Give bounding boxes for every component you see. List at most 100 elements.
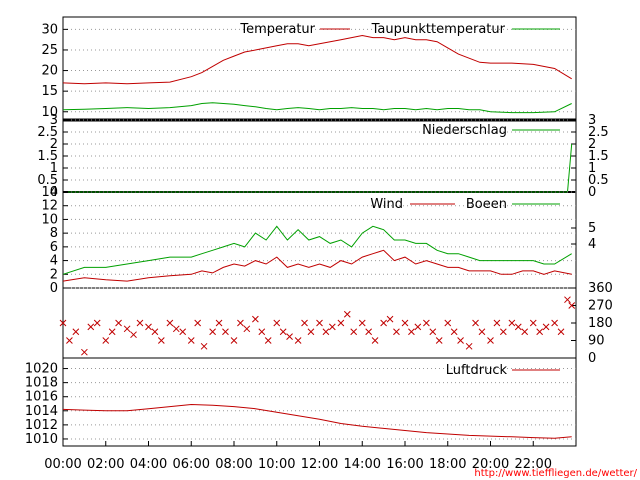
series-line-luftdruck [62, 403, 572, 439]
wind-direction-point [123, 325, 131, 333]
x-tick-label: 16:00 [386, 457, 423, 472]
y-tick-label: 1012 [25, 418, 58, 433]
wind-direction-point [59, 319, 67, 327]
wind-direction-point [499, 328, 507, 336]
x-tick-label: 10:00 [258, 457, 295, 472]
wind-direction-point [166, 319, 174, 327]
y-tick-label: 30 [41, 22, 58, 37]
y-tick-label: 1016 [25, 390, 58, 405]
wind-direction-point [273, 319, 281, 327]
wind-direction-point [435, 337, 443, 344]
series-line-taupunkttemperatur [62, 102, 572, 114]
y-tick-label: 1.5 [37, 149, 58, 164]
right-tick-label: 2.5 [588, 125, 609, 140]
wind-direction-point [130, 331, 137, 339]
wind-direction-point [151, 328, 159, 336]
wind-direction-point [187, 337, 195, 344]
wind-direction-point [209, 328, 216, 336]
right-tick-label: 1.5 [588, 149, 609, 164]
wind-direction-point [450, 328, 458, 336]
y-tick-label: 10 [41, 105, 58, 120]
y-tick-label: 20 [41, 64, 58, 79]
wind-direction-point [264, 337, 272, 344]
wind-direction-point [294, 337, 302, 344]
wind-direction-point [408, 328, 415, 336]
wind-direction-point [93, 319, 101, 327]
wind-direction-point [386, 315, 394, 323]
y-tick-label: 0 [50, 281, 58, 296]
wind-direction-point [401, 319, 409, 327]
wind-direction-point [307, 328, 315, 336]
x-tick-label: 20:00 [472, 457, 509, 472]
legend-label: Niederschlag [422, 123, 507, 138]
y-tick-label: 1014 [25, 404, 58, 419]
x-tick-label: 18:00 [429, 457, 466, 472]
wind-direction-point [316, 319, 323, 327]
wind-direction-point [365, 328, 373, 336]
series-line-boeen [62, 225, 572, 275]
wind-direction-point [230, 337, 238, 344]
y-tick-label: 1018 [25, 376, 58, 391]
wind-direction-point [102, 337, 110, 344]
wind-direction-point [457, 337, 464, 344]
series-line-temperatur [62, 34, 572, 85]
x-tick-label: 08:00 [215, 457, 252, 472]
y-tick-label: 1010 [25, 432, 58, 447]
wind-direction-point [200, 342, 208, 350]
right-tick-label: 4 [588, 237, 596, 252]
wind-direction-point [87, 323, 95, 331]
wind-direction-point [508, 319, 516, 327]
y-tick-label: 15 [41, 84, 58, 99]
wind-direction-point [215, 319, 223, 327]
y-tick-label: 2 [50, 267, 58, 282]
wind-direction-point [350, 328, 358, 336]
x-tick-label: 00:00 [44, 457, 81, 472]
wind-direction-point [371, 337, 379, 344]
y-tick-label: 2 [50, 137, 58, 152]
wind-direction-point [521, 328, 529, 336]
wind-direction-point [222, 328, 229, 336]
wind-direction-point [179, 328, 187, 336]
wind-direction-point [568, 302, 576, 309]
wind-direction-point [279, 328, 287, 336]
wind-direction-point [380, 319, 387, 327]
wind-direction-point [393, 328, 400, 336]
x-tick-label: 06:00 [173, 457, 210, 472]
wind-direction-point [551, 319, 558, 327]
wind-direction-point [423, 319, 430, 327]
x-tick-label: 12:00 [301, 457, 338, 472]
wind-direction-point [465, 342, 473, 350]
wind-direction-point [337, 319, 345, 327]
wind-direction-point [472, 319, 479, 327]
wind-direction-point [258, 328, 266, 336]
wind-direction-point [444, 319, 452, 327]
wind-direction-point [514, 323, 522, 331]
y-tick-label: 25 [41, 43, 58, 58]
wind-direction-point [66, 337, 73, 344]
wind-direction-point [343, 310, 351, 318]
series-line-wind [62, 249, 572, 282]
wind-direction-point [564, 296, 571, 304]
wind-direction-point [286, 333, 293, 340]
y-tick-label: 8 [50, 226, 58, 241]
wind-direction-point [243, 325, 251, 333]
wind-direction-point [172, 325, 180, 333]
right-tick-label: 3 [588, 113, 596, 128]
wind-direction-point [145, 323, 152, 331]
wind-direction-point [478, 328, 486, 336]
legend-label: Boeen [466, 197, 507, 212]
wind-direction-point [136, 319, 144, 327]
x-tick-label: 02:00 [87, 457, 124, 472]
x-tick-label: 14:00 [344, 457, 381, 472]
right-tick-label: 90 [588, 334, 605, 349]
wind-direction-point [542, 323, 550, 331]
wind-direction-point [157, 337, 165, 344]
wind-direction-point [328, 323, 336, 331]
wind-direction-point [429, 328, 437, 336]
y-tick-label: 0 [50, 185, 58, 200]
right-tick-label: 1 [588, 161, 596, 176]
wind-direction-point [115, 319, 122, 327]
wind-direction-point [487, 337, 494, 344]
right-tick-label: 360 [588, 281, 613, 296]
